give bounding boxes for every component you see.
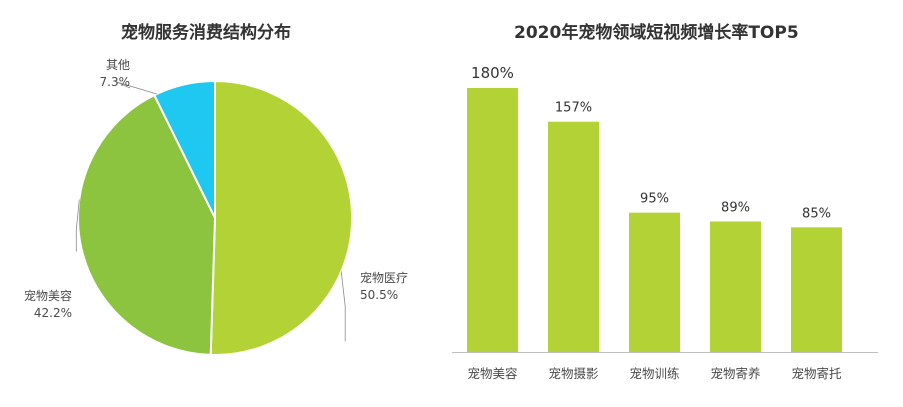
bar-3 <box>710 221 761 352</box>
pie-slice-value-label: 50.5% <box>360 288 398 302</box>
bar-value-label: 85% <box>802 206 831 221</box>
pie-leader-line-2 <box>116 81 157 95</box>
pie-slice-1 <box>77 93 217 356</box>
bar-category-label: 宠物美容 <box>467 366 517 381</box>
bar-0 <box>467 88 518 352</box>
pie-slice-0 <box>209 79 354 356</box>
bar-chart: 180% 宠物美容 157% 宠物摄影 95% 宠物训练 89% 宠物寄养 85% 宠物寄托 <box>452 64 878 381</box>
bar-value-label: 180% <box>471 64 514 82</box>
bar-1 <box>548 121 599 352</box>
pie-slice-label: 其他 <box>106 58 130 72</box>
bar-2 <box>629 212 680 352</box>
bar-category-label: 宠物训练 <box>629 366 680 381</box>
bar-category-label: 宠物摄影 <box>548 366 599 381</box>
bar-category-label: 宠物寄托 <box>791 366 841 381</box>
pie-leader-line-1 <box>75 199 80 252</box>
pie-slice-value-label: 42.2% <box>34 306 72 320</box>
pie-leader-line-0 <box>340 271 346 342</box>
bar-value-label: 157% <box>555 101 592 116</box>
pie-slice-2 <box>153 79 216 219</box>
pie-chart-panel: 宠物服务消费结构分布 宠物医疗 50.5% 宠物美容 42.2% 其他 7.3% <box>0 0 430 407</box>
bar-4 <box>791 227 842 352</box>
pie-chart-title: 宠物服务消费结构分布 <box>121 23 291 43</box>
pie-slice-value-label: 7.3% <box>100 75 131 89</box>
bar-chart-title: 2020年宠物领域短视频增长率TOP5 <box>514 23 799 43</box>
bar-value-label: 95% <box>640 192 669 207</box>
pie-slice-label: 宠物医疗 <box>360 270 408 285</box>
bar-chart-panel: 2020年宠物领域短视频增长率TOP5 180% 宠物美容 157% 宠物摄影 95% 宠… <box>430 0 903 407</box>
pie-chart: 宠物医疗 50.5% 宠物美容 42.2% 其他 7.3% <box>24 58 408 356</box>
pie-slice-label: 宠物美容 <box>24 288 72 303</box>
bar-category-label: 宠物寄养 <box>710 366 760 381</box>
bar-value-label: 89% <box>721 200 750 215</box>
